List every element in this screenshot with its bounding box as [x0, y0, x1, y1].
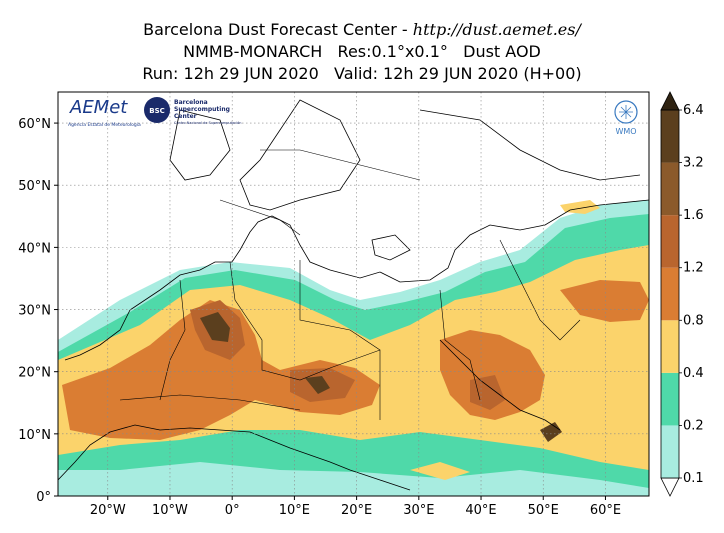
colorbar-segment	[661, 372, 679, 426]
colorbar-label: 0.8	[683, 313, 704, 328]
dust-patch-north	[560, 200, 600, 214]
map-title: Barcelona Dust Forecast Center - http://…	[0, 20, 724, 40]
x-tick-label: 50°E	[528, 503, 559, 518]
y-tick-label: 40°N	[18, 241, 51, 256]
graticule	[58, 92, 649, 496]
dust-band-0-8	[62, 300, 380, 440]
wmo-logo-text: WMO	[615, 127, 636, 136]
dust-patch-south	[410, 462, 470, 480]
x-tick-label: 10°E	[279, 503, 310, 518]
bsc-logo-badge: BSC	[149, 107, 165, 115]
colorbar-segment	[661, 110, 679, 163]
x-axis: 20°W 10°W 0° 10°E 20°E 30°E 40°E 50°E 60°E	[90, 496, 621, 518]
dust-core-b	[305, 376, 330, 394]
y-tick-label: 10°N	[18, 428, 51, 443]
bsc-logo-circle	[144, 97, 170, 123]
dust-field	[58, 200, 649, 496]
y-tick-label: 20°N	[18, 366, 51, 381]
run-line: Run: 12h 29 JUN 2020 Valid: 12h 29 JUN 2…	[142, 64, 582, 83]
map-frame	[57, 91, 650, 497]
colorbar-segment	[661, 320, 679, 373]
wmo-emblem-icon	[614, 100, 638, 124]
dust-band-1-2-c	[470, 375, 505, 410]
x-tick-label: 20°E	[341, 503, 372, 518]
colorbar-label: 0.4	[683, 366, 704, 381]
y-tick-label: 50°N	[18, 179, 51, 194]
colorbar-label: 0.1	[683, 471, 704, 486]
colorbar-extend-max	[660, 91, 680, 111]
bsc-logo: BSC Barcelona Supercomputing Center Cent…	[144, 97, 241, 125]
dust-core-c	[540, 422, 562, 442]
borders	[119, 149, 581, 420]
bsc-logo-name-3: Center	[174, 113, 197, 120]
colorbar-segment	[661, 267, 679, 321]
y-tick-label: 60°N	[18, 117, 51, 132]
colorbar-segment	[661, 425, 679, 478]
bsc-logo-name-1: Barcelona	[174, 99, 208, 106]
dust-band-0-8-east	[440, 330, 545, 420]
wmo-logo: WMO	[614, 100, 638, 136]
aemet-logo-sub: Agencia Estatal de Meteorología	[68, 121, 141, 128]
bsc-logo-name-2: Supercomputing	[174, 106, 230, 113]
x-tick-label: 40°E	[465, 503, 496, 518]
colorbar-extend-min	[660, 477, 680, 497]
x-tick-label: 10°W	[152, 503, 188, 518]
model-line: NMMB-MONARCH Res:0.1°x0.1° Dust AOD	[183, 42, 541, 61]
colorbar-label: 6.4	[683, 103, 704, 118]
title-prefix: Barcelona Dust Forecast Center -	[143, 20, 413, 39]
coastlines	[58, 99, 649, 491]
x-tick-label: 30°E	[403, 503, 434, 518]
y-tick-label: 30°N	[18, 304, 51, 319]
colorbar-label: 3.2	[683, 156, 704, 171]
wmo-snowflake-icon	[619, 105, 633, 119]
colorbar: 0.1 0.2 0.4 0.8 1.2 1.6 3.2 6.4	[660, 91, 704, 497]
aemet-logo-text: AEMet	[69, 97, 128, 118]
aemet-logo: AEMet Agencia Estatal de Meteorología	[68, 97, 141, 128]
dust-core	[200, 312, 230, 342]
colorbar-frame	[660, 109, 680, 479]
y-tick-label: 0°	[36, 490, 51, 505]
x-tick-label: 20°W	[90, 503, 126, 518]
y-axis: 0° 10°N 20°N 30°N 40°N 50°N 60°N	[18, 117, 58, 505]
x-tick-label: 60°E	[590, 503, 621, 518]
x-tick-label: 0°	[225, 503, 240, 518]
bsc-logo-sub: Centro Nacional de Supercomputación	[174, 121, 241, 125]
dust-band-0-8-arabia	[560, 280, 649, 322]
colorbar-segment	[661, 162, 679, 216]
colorbar-segment	[661, 215, 679, 268]
colorbar-label: 0.2	[683, 418, 704, 433]
title-url: http://dust.aemet.es/	[412, 20, 581, 39]
colorbar-label: 1.6	[683, 208, 704, 223]
colorbar-label: 1.2	[683, 261, 704, 276]
